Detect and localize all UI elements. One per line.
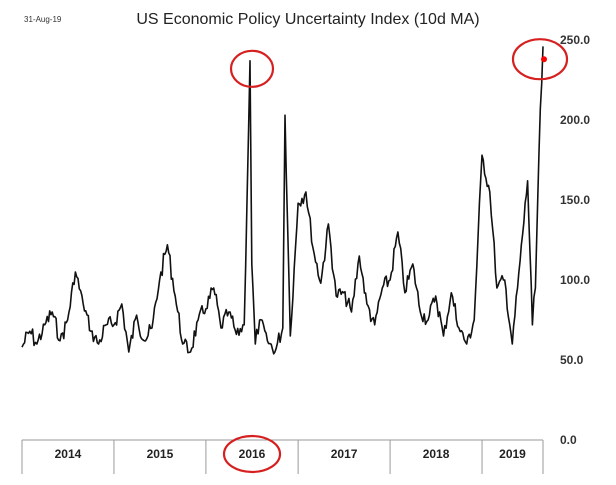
x-tick-label: 2019 <box>499 447 526 461</box>
x-axis-labels: 2014 2015 2016 2017 2018 2019 <box>55 447 527 461</box>
x-tick-label: 2016 <box>239 447 266 461</box>
y-tick-label: 100.0 <box>560 273 590 287</box>
highlight-circle-2019-peak <box>511 38 569 81</box>
latest-value-marker <box>541 56 547 63</box>
x-tick-label: 2014 <box>55 447 82 461</box>
y-tick-label: 150.0 <box>560 193 590 207</box>
y-tick-label: 0.0 <box>560 433 577 447</box>
y-tick-label: 200.0 <box>560 113 590 127</box>
x-tick-label: 2015 <box>147 447 174 461</box>
y-axis-labels: 0.0 50.0 100.0 150.0 200.0 250.0 <box>560 33 590 447</box>
chart-title: US Economic Policy Uncertainty Index (10… <box>136 11 479 28</box>
highlight-circle-2016-label <box>222 434 282 474</box>
date-stamp: 31-Aug-19 <box>24 15 62 24</box>
x-tick-label: 2018 <box>423 447 450 461</box>
plot-area <box>21 46 547 355</box>
series-line <box>21 46 544 355</box>
x-tick-label: 2017 <box>331 447 358 461</box>
highlight-circles <box>222 38 569 474</box>
y-tick-label: 50.0 <box>560 353 584 367</box>
x-axis <box>21 439 544 474</box>
y-tick-label: 250.0 <box>560 33 590 47</box>
highlight-circle-2016-peak <box>229 49 275 88</box>
